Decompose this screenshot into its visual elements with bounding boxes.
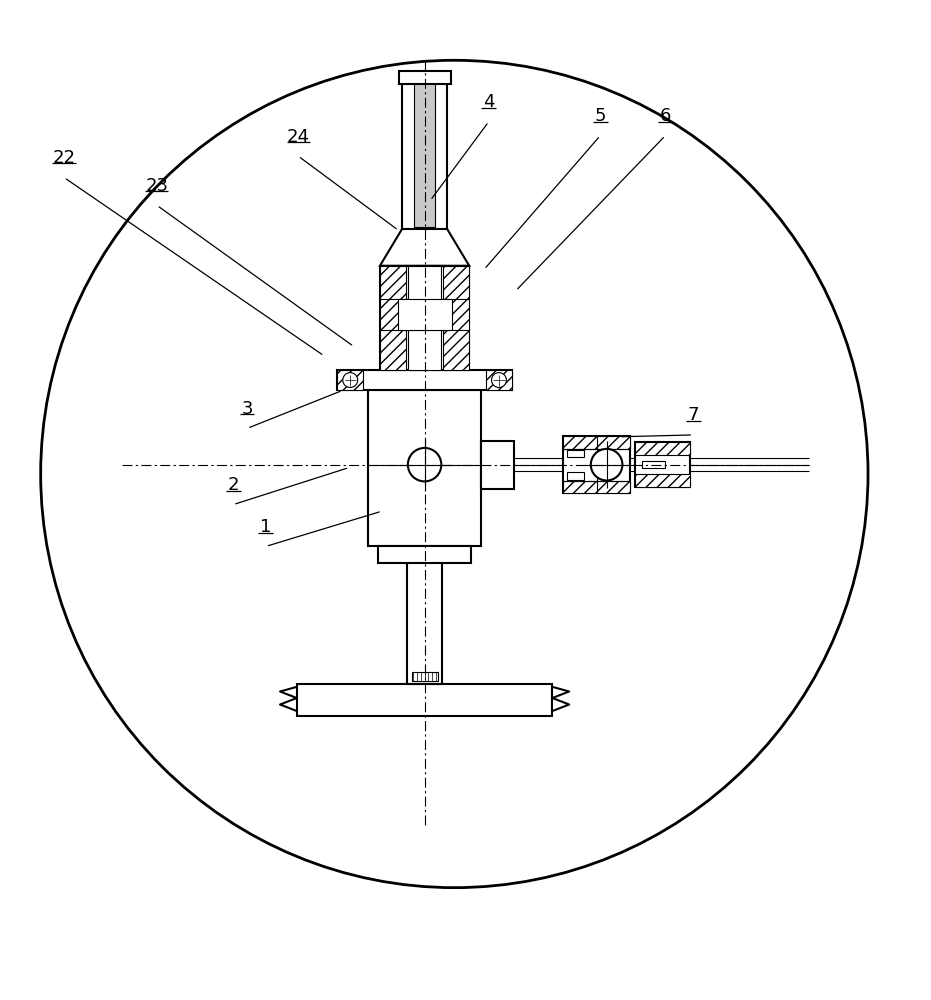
Text: 4: 4	[483, 93, 494, 111]
Text: 23: 23	[145, 177, 169, 195]
Bar	[398, 299, 452, 330]
Bar	[567, 472, 584, 480]
Text: 2: 2	[227, 476, 239, 494]
Bar	[337, 370, 512, 390]
Text: 6: 6	[660, 107, 671, 125]
Bar	[368, 390, 481, 546]
Bar	[642, 461, 666, 468]
Text: 5: 5	[595, 107, 606, 125]
Bar	[414, 72, 435, 227]
Bar	[563, 436, 630, 449]
Bar	[635, 442, 691, 455]
Text: 3: 3	[241, 400, 253, 418]
Bar	[635, 442, 691, 487]
Circle shape	[408, 448, 441, 481]
Bar	[481, 441, 514, 489]
Bar	[412, 672, 438, 681]
Bar	[398, 71, 451, 84]
Bar	[402, 72, 447, 229]
Bar	[408, 305, 441, 370]
Circle shape	[591, 449, 623, 480]
Text: 22: 22	[52, 149, 75, 167]
Bar	[297, 684, 552, 716]
Circle shape	[343, 373, 358, 388]
Bar	[443, 266, 469, 370]
Bar	[408, 266, 441, 305]
Bar	[337, 370, 363, 390]
Text: 7: 7	[687, 406, 699, 424]
Bar	[378, 546, 471, 563]
Bar	[635, 474, 691, 487]
Circle shape	[41, 60, 868, 888]
Polygon shape	[380, 229, 469, 266]
Bar	[563, 436, 630, 493]
Bar	[486, 370, 512, 390]
Circle shape	[492, 373, 506, 388]
Bar	[563, 481, 630, 493]
Text: 1: 1	[260, 518, 271, 536]
Bar	[380, 266, 406, 370]
Text: 24: 24	[287, 128, 310, 146]
Bar	[567, 450, 584, 457]
Bar	[380, 266, 469, 370]
